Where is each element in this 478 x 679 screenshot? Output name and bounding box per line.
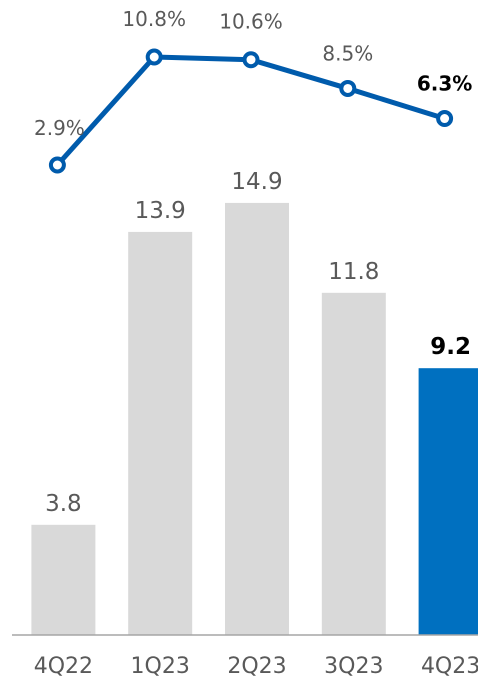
bar-value-label-3Q23: 11.8	[328, 259, 379, 285]
bar-value-label-4Q22: 3.8	[45, 491, 82, 517]
category-label-4Q22: 4Q22	[34, 654, 93, 679]
category-label-4Q23: 4Q23	[421, 654, 478, 679]
bar-value-label-1Q23: 13.9	[135, 198, 186, 224]
line-marker-3Q23	[339, 79, 357, 97]
bar-3Q23	[321, 292, 386, 635]
line-value-label-2Q23: 10.6%	[219, 10, 283, 34]
line-marker-2Q23	[242, 51, 260, 69]
line-value-label-4Q23: 6.3%	[417, 72, 472, 96]
bar-value-label-4Q23: 9.2	[430, 334, 471, 360]
line-path	[55, 54, 446, 167]
bar-4Q23	[418, 368, 478, 635]
bar-4Q22	[31, 524, 96, 635]
bar-1Q23	[128, 231, 193, 635]
bar-series	[31, 202, 478, 635]
category-label-1Q23: 1Q23	[131, 654, 190, 679]
line-marker-4Q23	[436, 110, 454, 128]
line-marker-1Q23	[145, 48, 163, 66]
line-value-labels: 2.9% 10.8% 10.6% 8.5% 6.3%	[34, 7, 472, 140]
line-value-label-4Q22: 2.9%	[34, 116, 85, 140]
line-marker-4Q22	[48, 156, 66, 174]
category-label-3Q23: 3Q23	[324, 654, 383, 679]
line-series	[48, 48, 454, 174]
line-value-label-1Q23: 10.8%	[122, 7, 186, 31]
category-labels: 4Q22 1Q23 2Q23 3Q23 4Q23	[34, 654, 478, 679]
line-value-label-3Q23: 8.5%	[322, 41, 373, 65]
bar-2Q23	[225, 202, 289, 635]
category-label-2Q23: 2Q23	[227, 654, 286, 679]
bar-value-labels: 3.8 13.9 14.9 11.8 9.2	[45, 169, 471, 517]
bar-value-label-2Q23: 14.9	[231, 169, 282, 195]
